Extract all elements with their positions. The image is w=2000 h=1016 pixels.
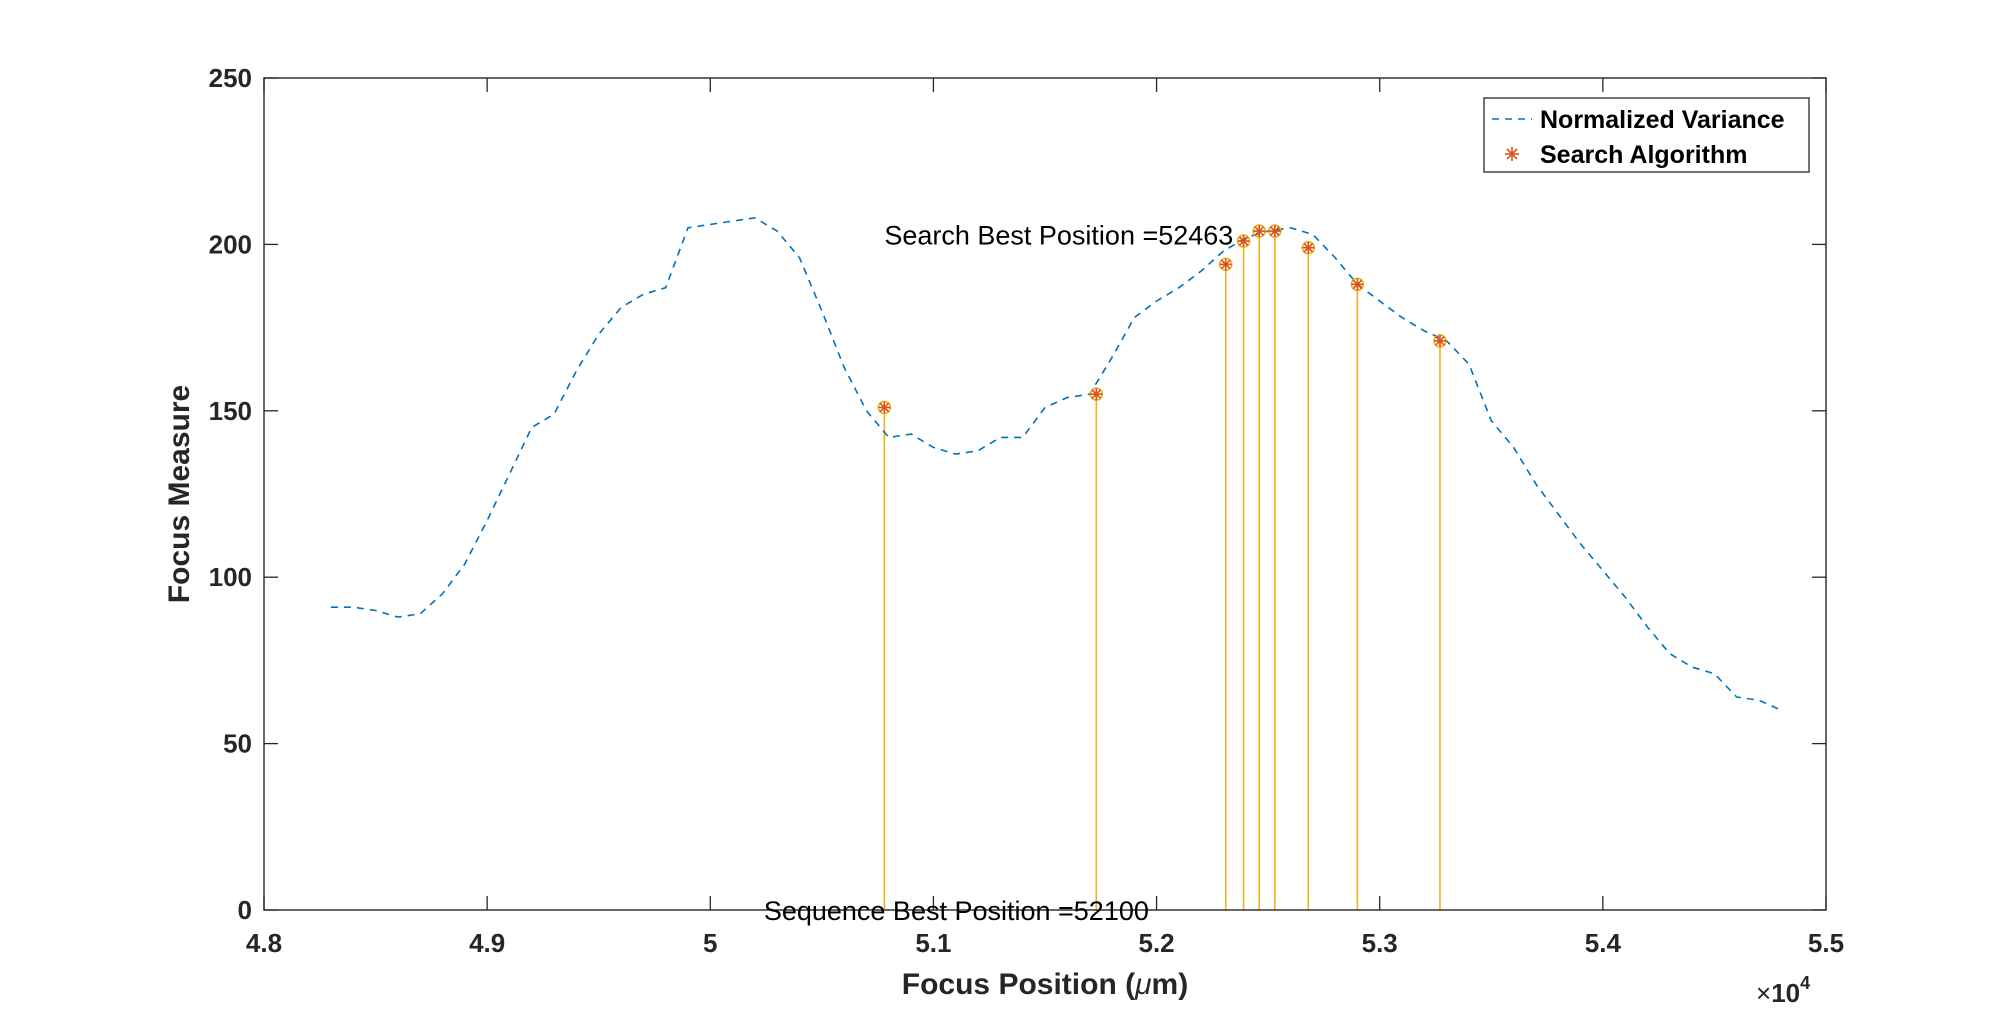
y-tick-label: 50 — [223, 729, 252, 759]
search-stems — [883, 231, 1441, 910]
search-marker — [878, 401, 891, 414]
y-axis-ticks: 0 50 100 150 200 250 — [209, 63, 1826, 925]
legend-box — [1483, 97, 1810, 173]
x-tick-label: 5.5 — [1808, 928, 1844, 958]
y-tick-label: 250 — [209, 63, 252, 93]
x-tick-label: 5 — [703, 928, 717, 958]
legend-label-search-algorithm: Search Algorithm — [1540, 141, 1747, 169]
x-tick-label: 4.9 — [469, 928, 505, 958]
y-axis-title: Focus Measure — [163, 385, 196, 603]
search-marker — [1219, 258, 1232, 271]
search-marker — [1090, 388, 1103, 401]
search-marker — [1351, 278, 1364, 291]
search-markers — [877, 224, 1447, 415]
annotations: Search Best Position =52463 Sequence Best… — [764, 220, 1233, 926]
search-marker — [1433, 334, 1446, 347]
legend: Normalized Variance Search Algorithm — [1483, 97, 1810, 173]
x-tick-label: 5.1 — [915, 928, 951, 958]
legend-marker-swatch — [1505, 147, 1519, 161]
legend-label-normalized-variance: Normalized Variance — [1540, 106, 1785, 134]
x-axis-ticks: 4.8 4.9 5 5.1 5.2 5.3 5.4 5.5 — [246, 78, 1844, 958]
x-tick-label: 5.3 — [1362, 928, 1398, 958]
normalized-variance-line — [330, 216, 1782, 712]
search-marker — [1253, 225, 1266, 238]
x-axis-multiplier: ×104 — [1756, 973, 1810, 1008]
search-marker — [1268, 225, 1281, 238]
y-tick-label: 200 — [209, 229, 252, 259]
axes-box — [263, 77, 1827, 911]
legend-asterisk — [1505, 147, 1519, 161]
annotation-search-best: Search Best Position =52463 — [884, 220, 1233, 250]
search-marker — [1237, 235, 1250, 248]
search-marker — [1302, 241, 1315, 254]
y-tick-label: 0 — [238, 895, 252, 925]
y-tick-label: 150 — [209, 396, 252, 426]
y-tick-label: 100 — [209, 562, 252, 592]
x-tick-label: 5.2 — [1138, 928, 1174, 958]
annotation-sequence-best: Sequence Best Position =52100 — [764, 896, 1149, 926]
x-axis-title: Focus Position (μm) — [902, 968, 1188, 1001]
plot-area — [264, 78, 1826, 910]
x-tick-label: 4.8 — [246, 928, 282, 958]
x-tick-label: 5.4 — [1585, 928, 1622, 958]
